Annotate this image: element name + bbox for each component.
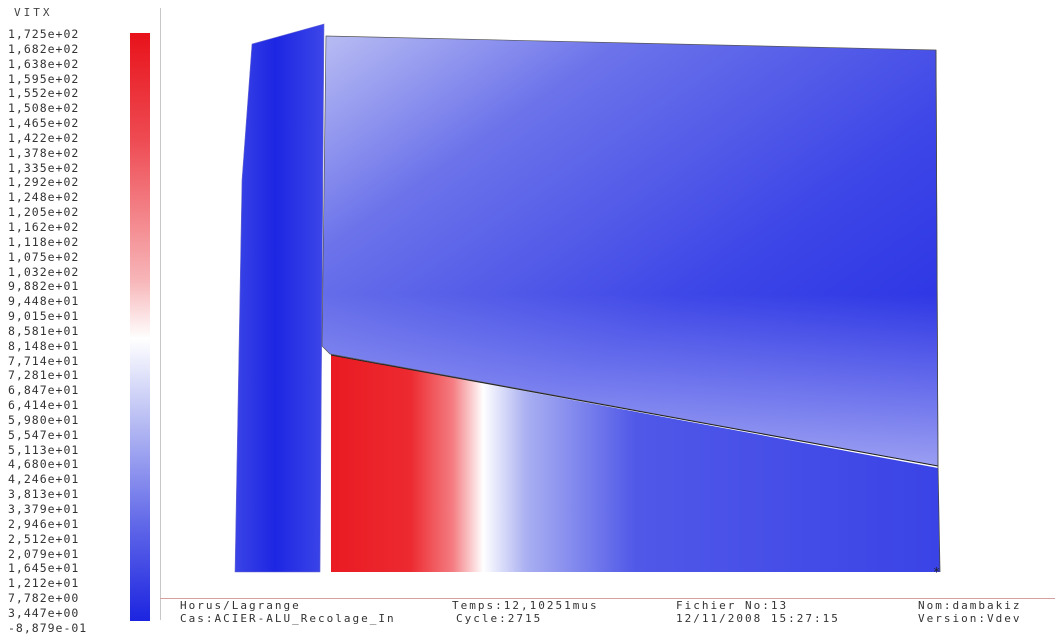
node-marker: * xyxy=(933,565,940,579)
footer-divider xyxy=(160,598,1055,599)
legend-value: 2,079e+01 xyxy=(8,546,80,561)
legend-value: 1,645e+01 xyxy=(8,561,80,576)
legend-value: 6,414e+01 xyxy=(8,398,80,413)
legend-value: 2,946e+01 xyxy=(8,516,80,531)
legend-value: 5,547e+01 xyxy=(8,427,80,442)
legend-value: 7,714e+01 xyxy=(8,353,80,368)
variable-name: VITX xyxy=(14,6,53,19)
legend-value: 2,512e+01 xyxy=(8,531,80,546)
legend-value: 1,638e+02 xyxy=(8,56,80,71)
legend-value: 1,118e+02 xyxy=(8,234,80,249)
footer-date: 12/11/2008 15:27:15 xyxy=(676,612,840,625)
legend-value: 4,680e+01 xyxy=(8,457,80,472)
legend-value: 7,782e+00 xyxy=(8,591,80,606)
footer-software: Horus/Lagrange xyxy=(180,599,301,612)
lower-block xyxy=(331,355,940,572)
legend-value: 3,447e+00 xyxy=(8,605,80,620)
footer-cycle: Cycle:2715 xyxy=(456,612,543,625)
legend-value: 1,595e+02 xyxy=(8,71,80,86)
right-edge xyxy=(935,49,941,573)
footer-time: Temps:12,10251mus xyxy=(452,599,599,612)
separator-line xyxy=(160,8,161,620)
legend-value: 5,113e+01 xyxy=(8,442,80,457)
footer-file: Fichier No:13 xyxy=(676,599,789,612)
legend-labels: 1,725e+02 1,682e+02 1,638e+02 1,595e+02 1,55… xyxy=(8,27,128,636)
legend-value: 1,422e+02 xyxy=(8,130,80,145)
legend-value: 1,205e+02 xyxy=(8,205,80,220)
legend-value: 1,682e+02 xyxy=(8,41,80,56)
legend-value: 9,882e+01 xyxy=(8,279,80,294)
interface-line xyxy=(330,354,939,467)
legend-value: 1,465e+02 xyxy=(8,116,80,131)
legend-value: 6,847e+01 xyxy=(8,383,80,398)
legend-value: 1,552e+02 xyxy=(8,86,80,101)
footer-case: Cas:ACIER-ALU_Recolage_In xyxy=(180,612,396,625)
legend-value: 4,246e+01 xyxy=(8,472,80,487)
footer-name: Nom:dambakiz xyxy=(918,599,1022,612)
legend-value: 1,162e+02 xyxy=(8,219,80,234)
legend-value: 5,980e+01 xyxy=(8,412,80,427)
legend-value: 8,581e+01 xyxy=(8,323,80,338)
legend-value: 1,335e+02 xyxy=(8,160,80,175)
legend-value: 1,032e+02 xyxy=(8,264,80,279)
color-scale-bar xyxy=(130,33,150,621)
legend-value: 7,281e+01 xyxy=(8,368,80,383)
legend-value: 1,075e+02 xyxy=(8,249,80,264)
legend-value: 9,448e+01 xyxy=(8,294,80,309)
legend-value: 1,248e+02 xyxy=(8,190,80,205)
legend-value: 1,508e+02 xyxy=(8,101,80,116)
legend-value: 9,015e+01 xyxy=(8,309,80,324)
footer-version: Version:Vdev xyxy=(918,612,1022,625)
legend-value: 1,725e+02 xyxy=(8,27,80,41)
legend-value: 8,148e+01 xyxy=(8,338,80,353)
legend-value: 3,813e+01 xyxy=(8,487,80,502)
legend-value: 1,292e+02 xyxy=(8,175,80,190)
legend-value: 3,379e+01 xyxy=(8,502,80,516)
left-plate xyxy=(234,23,325,573)
legend-value: 1,212e+01 xyxy=(8,576,80,591)
legend-value: 1,378e+02 xyxy=(8,145,80,160)
